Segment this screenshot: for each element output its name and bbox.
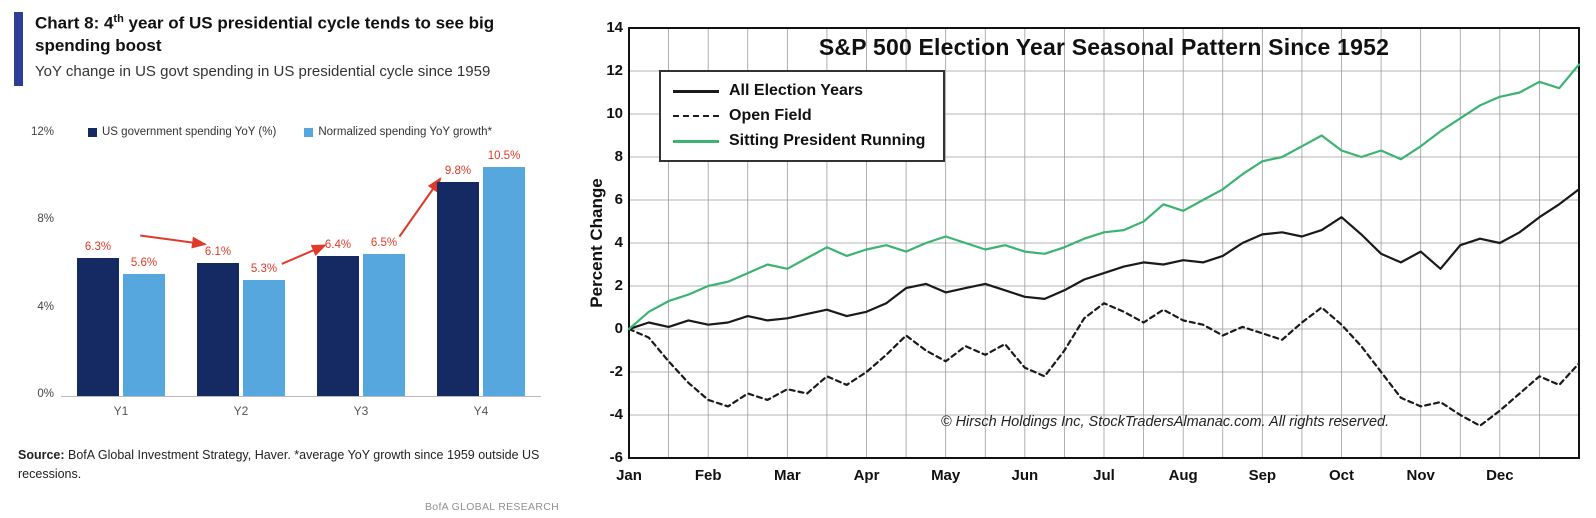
legend-item: All Election Years — [673, 82, 925, 100]
bar-value-label: 6.4% — [324, 239, 352, 252]
x-tick-label: Sep — [1248, 467, 1277, 484]
left-chart-title: Chart 8: 4th year of US presidential cyc… — [35, 12, 540, 57]
x-tick-label: Apr — [853, 467, 880, 484]
x-tick-label: Nov — [1406, 467, 1435, 484]
x-tick-label: Jun — [1011, 467, 1039, 484]
y-tick-label: 0% — [37, 388, 54, 400]
y-tick-label: 12% — [30, 126, 54, 138]
left-chart-header-text: Chart 8: 4th year of US presidential cyc… — [35, 12, 540, 86]
source-note: Source: BofA Global Investment Strategy,… — [18, 446, 546, 484]
y-tick-label: 8 — [614, 148, 623, 165]
y-tick-label: 8% — [37, 213, 54, 226]
bar — [123, 273, 165, 396]
y-tick-label: 12 — [606, 62, 623, 79]
legend-label: All Election Years — [729, 82, 863, 99]
sp500-seasonal-chart-panel: S&P 500 Election Year Seasonal Pattern S… — [585, 0, 1596, 518]
bar-value-label: 6.3% — [84, 241, 112, 254]
source-text: BofA Global Investment Strategy, Haver. … — [18, 448, 540, 481]
legend-swatch — [88, 127, 97, 137]
bar-value-label: 5.3% — [250, 263, 278, 276]
legend-item: Normalized spending YoY growth* — [304, 126, 492, 138]
copyright-note: © Hirsch Holdings Inc, StockTradersAlman… — [940, 414, 1390, 430]
left-chart-subtitle: YoY change in US govt spending in US pre… — [35, 62, 491, 80]
bar — [317, 256, 359, 396]
bar-value-label: 9.8% — [444, 165, 472, 178]
series-line — [627, 188, 1581, 331]
y-tick-label: 6 — [614, 191, 623, 208]
legend-label: Normalized spending YoY growth* — [318, 126, 493, 138]
x-tick-label: Jul — [1093, 467, 1115, 484]
title-accent-bar — [14, 12, 23, 86]
legend-label: Open Field — [729, 107, 812, 124]
x-tick-label: Feb — [694, 467, 722, 484]
legend-line-sample — [673, 89, 719, 93]
series-line — [627, 302, 1581, 427]
bar-chart: 0% 4% 8% 12% 6.3% 5.6% Y1 6.1% 5.3% Y2 6.4% 6.5% Y3 9… — [16, 118, 561, 438]
trend-arrow — [398, 177, 442, 238]
y-tick-label: 2 — [614, 277, 623, 294]
legend-item: US government spending YoY (%) — [88, 126, 276, 138]
y-tick-label: 4 — [614, 234, 623, 251]
legend-swatch — [304, 127, 314, 137]
legend-label: US government spending YoY (%) — [102, 126, 277, 138]
bar — [197, 262, 239, 396]
bar-value-label: 6.1% — [204, 245, 232, 258]
right-chart-title: S&P 500 Election Year Seasonal Pattern S… — [818, 34, 1390, 60]
bofa-spending-chart-panel: Chart 8: 4th year of US presidential cyc… — [0, 0, 585, 518]
x-category-label: Y3 — [353, 404, 369, 418]
x-tick-label: Mar — [773, 467, 801, 484]
left-chart-header: Chart 8: 4th year of US presidential cyc… — [14, 12, 540, 86]
right-chart-legend: All Election Years Open Field Sitting Pres… — [659, 70, 946, 162]
y-tick-label: 0 — [614, 320, 623, 337]
legend-line-sample — [673, 115, 719, 117]
source-label: Source: — [18, 448, 65, 462]
legend-item: Sitting President Running — [673, 132, 925, 150]
bar — [483, 166, 525, 396]
legend-line-sample — [673, 139, 719, 143]
x-category-label: Y1 — [113, 404, 129, 418]
y-tick-label: 10 — [606, 105, 623, 122]
series-line — [627, 63, 1581, 331]
x-category-label: Y2 — [233, 404, 249, 418]
y-tick-label: -2 — [609, 363, 623, 380]
bar-value-label: 6.5% — [370, 237, 398, 250]
x-tick-label: May — [931, 467, 961, 484]
x-tick-label: Oct — [1328, 467, 1354, 484]
left-chart-legend: US government spending YoY (%) Normalized… — [88, 126, 492, 138]
bar-value-label: 10.5% — [487, 149, 521, 162]
bar — [243, 280, 285, 396]
x-tick-label: Dec — [1486, 467, 1514, 484]
y-tick-label: 14 — [606, 19, 623, 36]
title-superscript: th — [113, 13, 124, 25]
x-tick-label: Jan — [616, 467, 642, 484]
bar-value-label: 5.6% — [130, 256, 158, 269]
bar — [437, 182, 479, 396]
bar — [363, 254, 405, 396]
y-tick-label: 4% — [37, 300, 54, 313]
x-axis-baseline — [61, 396, 541, 397]
legend-label: Sitting President Running — [729, 132, 926, 149]
title-prefix: Chart 8: 4 — [35, 13, 114, 33]
trend-arrow — [140, 234, 207, 249]
bar — [77, 258, 119, 396]
bofa-watermark: BofA GLOBAL RESEARCH — [425, 501, 559, 513]
x-tick-label: Aug — [1168, 467, 1198, 484]
title-rest: year of US presidential cycle tends to s… — [35, 13, 495, 55]
x-category-label: Y4 — [473, 404, 489, 418]
y-tick-label: -6 — [609, 449, 623, 466]
y-tick-label: -4 — [609, 406, 623, 423]
plot-border — [628, 27, 1580, 459]
legend-item: Open Field — [673, 107, 925, 125]
